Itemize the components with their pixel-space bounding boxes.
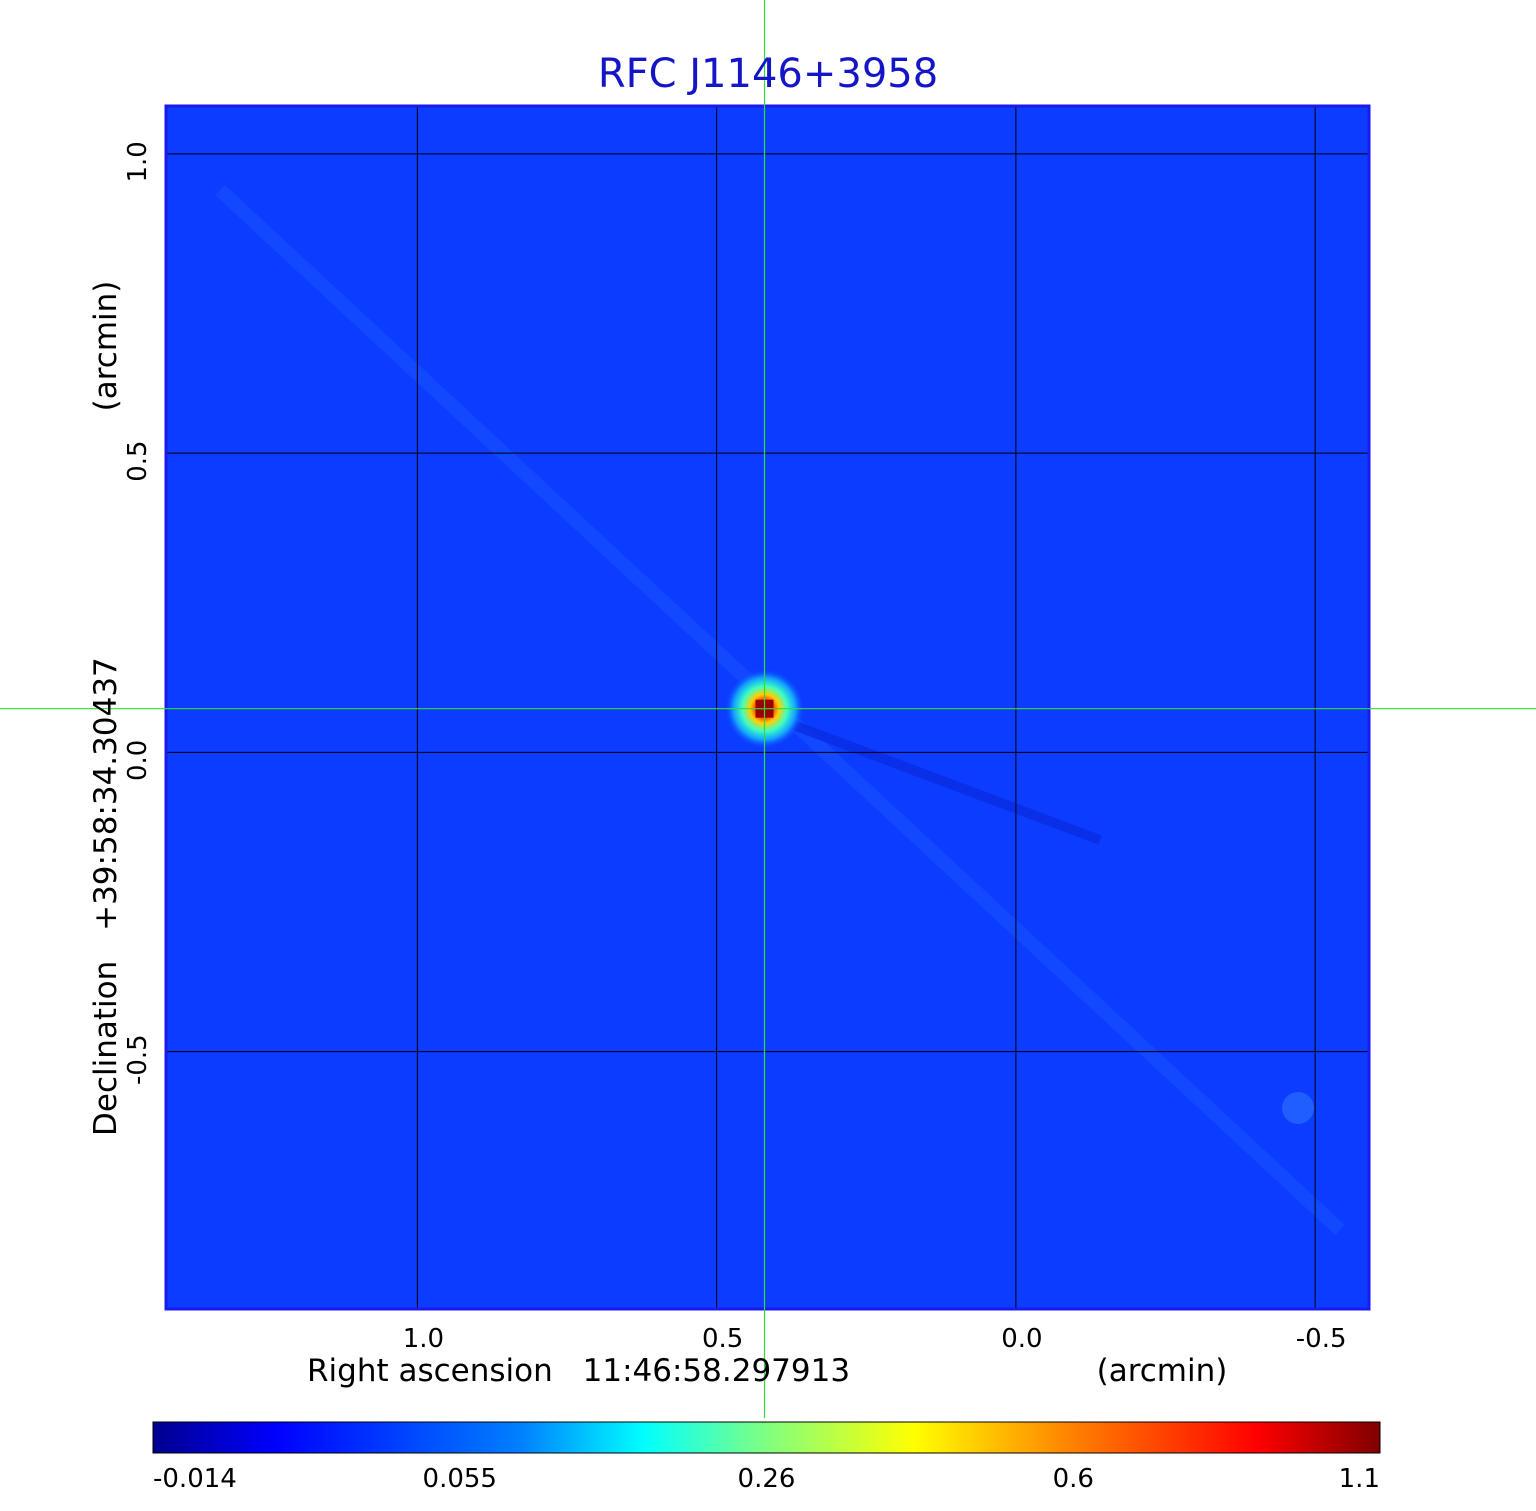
x-axis-label-name: Right ascension <box>307 1353 553 1389</box>
y-axis-label-name: Declination <box>88 961 124 1136</box>
y-axis-label: Declination +39:58:34.30437 <box>88 657 124 1136</box>
x-tick-label: 1.0 <box>403 1324 444 1354</box>
x-tick-label: 0.5 <box>702 1324 743 1354</box>
image-features <box>215 184 1345 1236</box>
colorbar-tick-label: 0.26 <box>738 1464 796 1494</box>
x-axis-unit: (arcmin) <box>1097 1353 1228 1389</box>
y-tick-label: 1.0 <box>123 141 153 182</box>
colorbar-tick-label: 0.055 <box>423 1464 497 1494</box>
faint-source <box>1282 1092 1314 1124</box>
y-axis-unit: (arcmin) <box>88 281 124 412</box>
x-axis-label-center: 11:46:58.297913 <box>583 1353 850 1389</box>
y-tick-label: -0.5 <box>123 1034 153 1085</box>
y-tick-label: 0.5 <box>123 440 153 481</box>
x-tick-label: 0.0 <box>1001 1324 1042 1354</box>
colorbar-tick-label: 0.6 <box>1053 1464 1094 1494</box>
y-tick-label: 0.0 <box>123 740 153 781</box>
x-tick-label: -0.5 <box>1296 1324 1347 1354</box>
chart-title: RFC J1146+3958 <box>598 51 938 97</box>
colorbar-tick-labels: -0.014 0.055 0.26 0.6 1.1 <box>153 1464 1380 1494</box>
coordinate-grid <box>166 106 1369 1309</box>
colorbar-tick-label: 1.1 <box>1339 1464 1380 1494</box>
image-frame <box>164 104 1371 1311</box>
colorbar-tick-label: -0.014 <box>153 1464 237 1494</box>
colorbar <box>152 1421 1381 1454</box>
x-axis-label: Right ascension 11:46:58.297913 <box>307 1353 850 1389</box>
x-tick-labels: 1.0 0.5 0.0 -0.5 <box>403 1324 1347 1354</box>
y-axis-label-center: +39:58:34.30437 <box>88 657 124 931</box>
sidelobe-streak-dark <box>778 715 1102 845</box>
y-tick-labels: 1.0 0.5 0.0 -0.5 <box>123 141 153 1085</box>
